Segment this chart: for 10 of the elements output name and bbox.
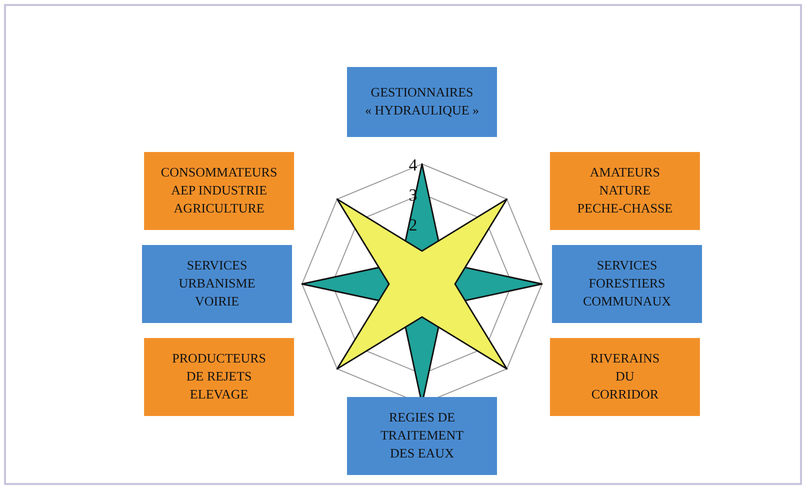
spoke-label: SERVICES FORESTIERS COMMUNAUX bbox=[582, 257, 672, 308]
spoke-label: GESTIONNAIRES « HYDRAULIQUE » bbox=[364, 84, 480, 118]
y-tick-label: 2 bbox=[408, 215, 418, 234]
spoke-label: PRODUCTEURS DE REJETS ELEVAGE bbox=[172, 350, 266, 402]
y-tick-label: 4 bbox=[408, 155, 418, 174]
spoke-label: RIVERAINS DU CORRIDOR bbox=[590, 350, 660, 402]
spoke-label: REGIES DE TRAITEMENT DES EAUX bbox=[380, 409, 464, 460]
spoke-label: SERVICES URBANISME VOIRIE bbox=[178, 257, 256, 308]
spoke-label: AMATEURS NATURE PECHE-CHASSE bbox=[577, 164, 673, 216]
spoke-label: CONSOMMATEURS AEP INDUSTRIE AGRICULTURE bbox=[160, 164, 278, 216]
